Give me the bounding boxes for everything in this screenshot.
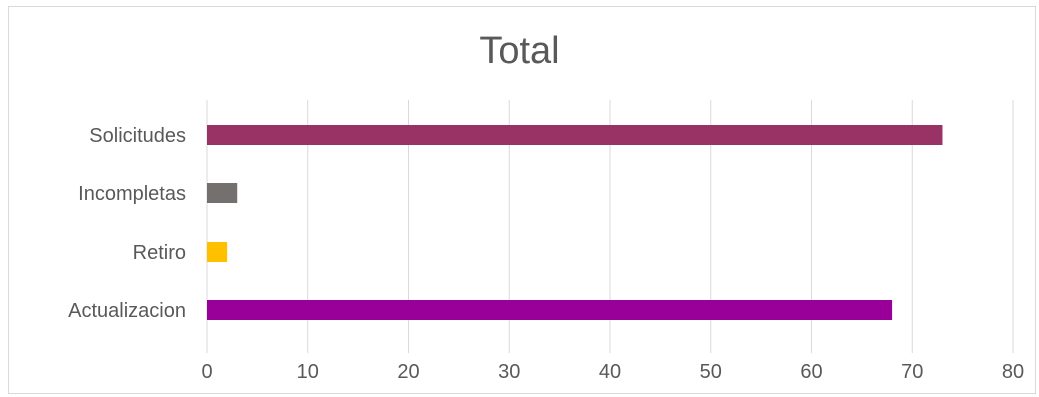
category-labels: Solicitudes Incompletas Retiro Actualizacio… [68, 125, 186, 322]
category-label-actualizacion: Actualizacion [68, 300, 186, 322]
bars [207, 125, 943, 320]
bar-actualizacion [207, 300, 893, 320]
x-tick-label: 60 [800, 361, 822, 383]
chart-title: Total [479, 30, 560, 72]
x-tick-label: 0 [201, 361, 212, 383]
category-label-retiro: Retiro [133, 242, 186, 264]
bar-incompletas [207, 183, 238, 203]
x-tick-label: 20 [397, 361, 419, 383]
x-tick-label: 40 [599, 361, 621, 383]
bar-retiro [207, 242, 228, 262]
x-tick-label: 80 [1002, 361, 1024, 383]
chart-frame [8, 6, 1036, 394]
x-tick-label: 30 [498, 361, 520, 383]
category-label-incompletas: Incompletas [78, 183, 186, 205]
x-tick-labels: 0 10 20 30 40 50 60 70 80 [201, 361, 1024, 383]
bar-solicitudes [207, 125, 943, 145]
x-tick-label: 70 [901, 361, 923, 383]
x-tick-label: 50 [700, 361, 722, 383]
x-tick-label: 10 [297, 361, 319, 383]
category-label-solicitudes: Solicitudes [89, 125, 186, 147]
